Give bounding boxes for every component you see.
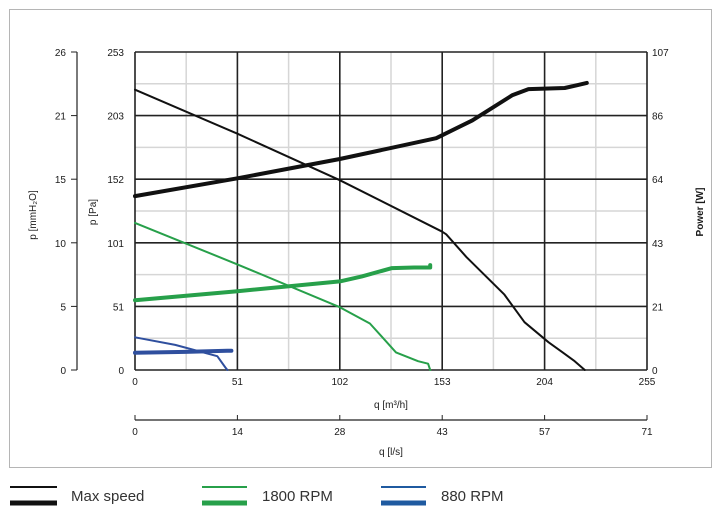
pa-tick-label: 101: [107, 239, 124, 250]
power-tick-label: 43: [652, 239, 664, 250]
power-tick-label: 86: [652, 112, 664, 123]
power-tick-label: 64: [652, 175, 664, 186]
legend-item-880-rpm: 880 RPM: [381, 486, 504, 506]
mmh2o-axis-label: p [mmH₂O]: [28, 190, 39, 240]
flow-m3h-tick-label: 255: [639, 377, 656, 388]
power-tick-label: 21: [652, 302, 664, 313]
flow-m3h-tick-label: 102: [331, 377, 348, 388]
power-axis-label: Power [W]: [695, 188, 706, 237]
series-880-rpm-power-line: [133, 348, 234, 355]
pa-axis-label: p [Pa]: [88, 199, 99, 225]
chart-frame: [9, 9, 712, 468]
flow-ls-tick-label: 57: [539, 427, 551, 438]
pa-tick-label: 203: [107, 112, 124, 123]
series-1800-rpm-pressure-line: [134, 221, 432, 371]
flow-m3h-tick-label: 0: [132, 377, 138, 388]
flow-m3h-axis-label: q [m³/h]: [374, 400, 408, 411]
series-max-speed-pressure-line: [134, 88, 586, 371]
mmh2o-tick-label: 21: [55, 112, 67, 123]
pa-tick-label: 51: [113, 302, 125, 313]
power-tick-label: 107: [652, 48, 669, 59]
legend-item-1800-rpm: 1800 RPM: [202, 486, 333, 506]
power-axis-ticks: 0 21 43 64 86 107: [652, 48, 669, 377]
flow-m3h-tick-label: 204: [536, 377, 553, 388]
flow-m3h-tick-label: 51: [232, 377, 244, 388]
flow-ls-axis-ticks: 0 14 28 43 57 71: [132, 415, 653, 438]
legend-label-max-speed: Max speed: [71, 488, 144, 505]
legend: Max speed 1800 RPM 880 RPM: [10, 486, 504, 506]
flow-ls-tick-label: 28: [334, 427, 346, 438]
mmh2o-tick-label: 0: [60, 366, 66, 377]
mmh2o-tick-label: 5: [60, 302, 66, 313]
series-880-rpm-pressure-line: [134, 336, 229, 371]
series-1800-rpm-power-line: [133, 263, 433, 303]
power-tick-label: 0: [652, 366, 658, 377]
pa-tick-label: 152: [107, 175, 124, 186]
axes: [76, 52, 647, 421]
flow-ls-axis-label: q [l/s]: [379, 447, 403, 458]
mmh2o-tick-label: 10: [55, 239, 67, 250]
pa-tick-label: 253: [107, 48, 124, 59]
flow-m3h-axis-ticks: 0 51 102 153 204 255: [132, 377, 656, 388]
flow-m3h-tick-label: 153: [434, 377, 451, 388]
flow-ls-tick-label: 0: [132, 427, 138, 438]
flow-ls-tick-label: 43: [437, 427, 449, 438]
series-max-speed-power-line: [133, 80, 589, 199]
flow-ls-tick-label: 14: [232, 427, 244, 438]
grid: [134, 51, 648, 371]
series-layer: [133, 80, 589, 371]
mmh2o-tick-label: 26: [55, 48, 67, 59]
legend-label-1800-rpm: 1800 RPM: [262, 488, 333, 505]
pa-axis-ticks: 0 51 101 152 203 253: [107, 48, 124, 377]
legend-label-880-rpm: 880 RPM: [441, 488, 504, 505]
mmh2o-axis-ticks: 0 5 10 15 21 26: [55, 48, 77, 377]
pa-tick-label: 0: [118, 366, 124, 377]
mmh2o-tick-label: 15: [55, 175, 67, 186]
legend-item-max-speed: Max speed: [10, 486, 144, 506]
flow-ls-tick-label: 71: [641, 427, 653, 438]
